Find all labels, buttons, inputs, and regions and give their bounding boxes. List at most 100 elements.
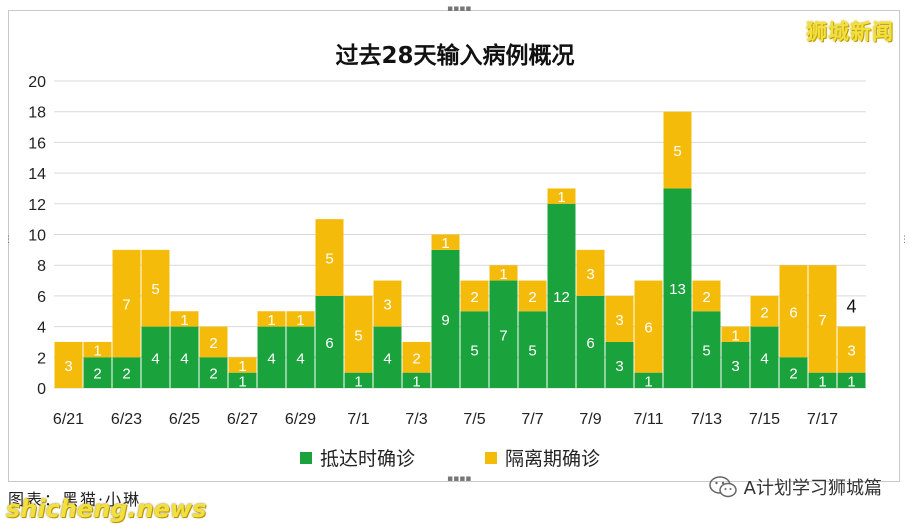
bar-arrival (286, 326, 315, 388)
data-label-quarantine: 1 (557, 189, 565, 206)
data-label-quarantine: 1 (731, 327, 739, 344)
bar-quarantine (489, 265, 518, 281)
bar-quarantine (663, 111, 692, 189)
bar-quarantine (518, 280, 547, 312)
bar-quarantine (721, 326, 750, 342)
data-label-arrival: 6 (325, 335, 333, 352)
data-label-arrival: 4 (180, 350, 188, 367)
watermark-logo: 狮城新闻 (806, 20, 894, 44)
bar-quarantine (286, 311, 315, 327)
resize-handle-right[interactable]: ⋮ (900, 235, 909, 245)
legend-label-quarantine: 隔离期确诊 (505, 448, 601, 470)
x-tick-label: 6/25 (169, 411, 200, 428)
legend-item-arrival: 抵达时确诊 (300, 444, 415, 471)
data-label-quarantine: 3 (64, 358, 72, 375)
bar-quarantine (402, 341, 431, 373)
data-label-quarantine: 3 (615, 312, 623, 329)
legend-label-arrival: 抵达时确诊 (320, 448, 416, 470)
data-label-quarantine: 2 (209, 335, 217, 352)
site-watermark: shicheng.news (6, 495, 207, 523)
y-tick-label: 14 (28, 166, 46, 183)
data-label-arrival: 4 (296, 350, 304, 367)
bar-quarantine (808, 265, 837, 373)
data-label-arrival: 9 (441, 312, 449, 329)
x-tick-label: 6/27 (227, 411, 258, 428)
bar-arrival (837, 372, 866, 388)
bar-quarantine (315, 219, 344, 296)
x-tick-label: 7/11 (634, 411, 664, 428)
data-label-quarantine: 1 (296, 312, 304, 329)
data-label-arrival: 1 (354, 373, 362, 390)
bar-quarantine (54, 341, 83, 388)
data-label-quarantine: 2 (470, 289, 478, 306)
data-label-quarantine: 1 (180, 312, 188, 329)
bar-quarantine (779, 265, 808, 358)
bar-arrival (315, 295, 344, 388)
data-label-quarantine: 5 (673, 143, 681, 160)
x-tick-label: 6/23 (111, 411, 142, 428)
bar-quarantine (373, 280, 402, 327)
y-tick-label: 20 (28, 74, 46, 91)
wechat-icon (708, 476, 737, 498)
resize-handle-top[interactable]: ▪▪▪▪ (447, 4, 472, 14)
data-label-arrival: 3 (731, 358, 739, 375)
data-label-arrival: 12 (553, 289, 570, 306)
data-label-arrival: 2 (122, 366, 130, 383)
bar-arrival (83, 357, 112, 388)
y-tick-label: 2 (37, 350, 46, 367)
bar-arrival (605, 341, 634, 388)
bar-quarantine (141, 249, 170, 327)
y-tick-label: 8 (37, 258, 46, 275)
data-label-arrival: 4 (151, 350, 159, 367)
resize-handle-bottom[interactable]: ▪▪▪▪ (447, 474, 472, 484)
data-label-quarantine: 1 (441, 235, 449, 252)
chart-credit: 图表：黑猫·小琳 (8, 490, 142, 509)
bar-quarantine (576, 249, 605, 296)
data-label-arrival: 4 (267, 350, 275, 367)
data-label-arrival: 13 (669, 281, 686, 298)
data-label-arrival: 4 (760, 350, 768, 367)
bar-quarantine (112, 249, 141, 358)
bar-arrival (431, 249, 460, 388)
data-label-quarantine: 5 (325, 251, 333, 268)
bar-arrival (460, 311, 489, 388)
y-tick-label: 0 (37, 381, 46, 398)
data-label-quarantine: 2 (702, 289, 710, 306)
data-label-arrival: 1 (644, 373, 652, 390)
x-tick-label: 6/21 (53, 411, 84, 428)
data-label-quarantine: 1 (238, 358, 246, 375)
bar-arrival (228, 372, 257, 388)
resize-handle-left[interactable]: ⋮ (4, 235, 13, 245)
y-tick-label: 10 (28, 228, 46, 245)
bar-arrival (170, 326, 199, 388)
data-label-quarantine: 1 (267, 312, 275, 329)
data-label-arrival: 1 (847, 373, 855, 390)
y-tick-label: 6 (37, 289, 46, 306)
x-tick-label: 7/13 (691, 411, 722, 428)
legend-swatch-arrival (300, 451, 312, 464)
x-tick-label: 7/15 (749, 411, 780, 428)
bar-quarantine (199, 326, 228, 358)
data-label-quarantine: 7 (122, 297, 130, 314)
x-tick-label: 7/1 (347, 411, 369, 428)
data-label-arrival: 2 (93, 366, 101, 383)
data-label-arrival: 1 (412, 373, 420, 390)
data-label-arrival: 6 (586, 335, 594, 352)
x-tick-label: 7/7 (521, 411, 543, 428)
data-label-quarantine: 1 (93, 343, 101, 360)
data-label-quarantine: 3 (847, 343, 855, 360)
bar-arrival (547, 203, 576, 388)
bar-quarantine (634, 280, 663, 373)
data-label-quarantine: 3 (586, 266, 594, 283)
data-label-quarantine: 5 (151, 281, 159, 298)
bar-arrival (750, 326, 779, 388)
bar-arrival (257, 326, 286, 388)
data-label-arrival: 1 (818, 373, 826, 390)
bar-arrival (112, 357, 141, 388)
bar-arrival (663, 188, 692, 388)
x-tick-label: 7/9 (579, 411, 601, 428)
bar-arrival (808, 372, 837, 388)
bar-arrival (141, 326, 170, 388)
data-label-arrival: 2 (789, 366, 797, 383)
